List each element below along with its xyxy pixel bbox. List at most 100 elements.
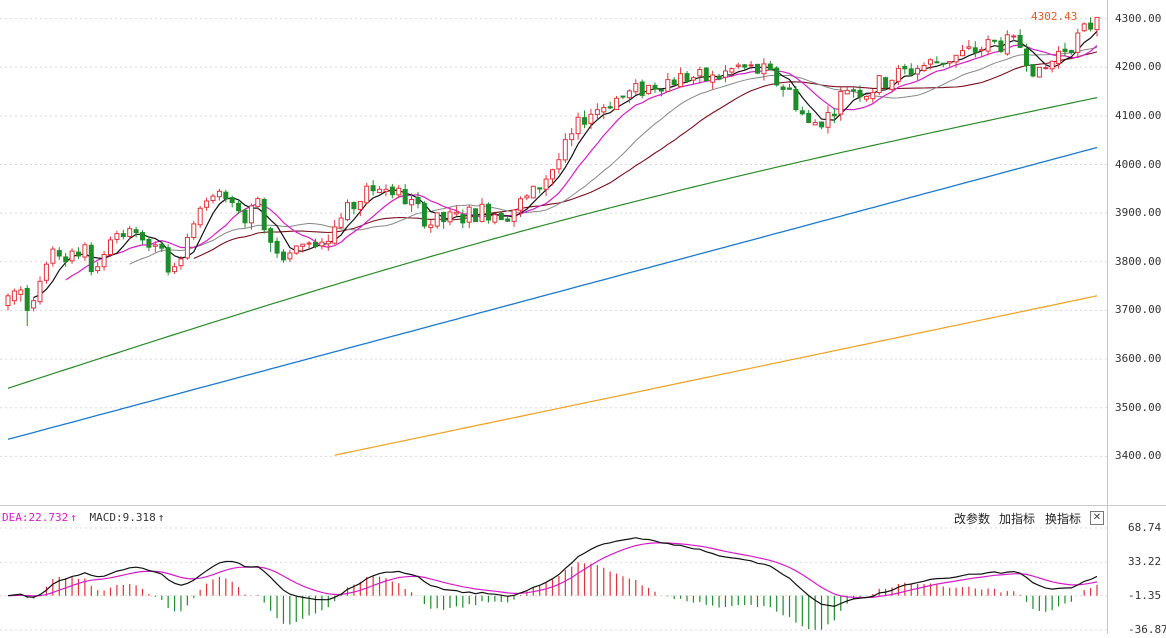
candle-down xyxy=(229,197,235,204)
candle-up xyxy=(1004,34,1010,55)
candle-up xyxy=(434,212,440,227)
candle-up xyxy=(518,198,523,211)
y-tick-label: 3500.00 xyxy=(1115,400,1162,414)
macd-y-tick-label: -1.35 xyxy=(1128,588,1162,602)
ma30-line xyxy=(193,51,1098,260)
candle-up xyxy=(825,112,831,128)
candle-down xyxy=(1030,64,1036,77)
candle-up xyxy=(184,237,190,259)
candle-down xyxy=(703,67,709,81)
candle-down xyxy=(716,75,722,80)
candle-down xyxy=(159,243,165,249)
candle-up xyxy=(633,83,639,93)
candle-up xyxy=(325,240,331,245)
candle-up xyxy=(947,61,953,64)
candle-down xyxy=(473,208,479,223)
candle-up xyxy=(594,109,600,115)
candle-up xyxy=(1081,23,1087,32)
candle-down xyxy=(441,211,447,223)
y-tick-label: 3700.00 xyxy=(1115,303,1162,317)
candle-up xyxy=(601,107,607,113)
candle-up xyxy=(863,96,869,100)
candle-down xyxy=(1017,34,1023,48)
candle-down xyxy=(774,67,780,86)
candle-up xyxy=(838,91,844,115)
candle-up xyxy=(377,188,383,194)
y-tick-label: 4000.00 xyxy=(1115,157,1162,171)
candle-up xyxy=(1075,32,1081,53)
candle-up xyxy=(1049,60,1055,70)
candle-up xyxy=(915,68,921,75)
candle-up xyxy=(319,241,325,247)
candle-up xyxy=(921,65,927,71)
candle-up xyxy=(37,280,43,303)
change-params-button[interactable]: 改参数 xyxy=(954,512,991,526)
candle-up xyxy=(895,67,901,82)
candle-up xyxy=(492,214,498,223)
candle-up xyxy=(114,233,120,240)
candle-down xyxy=(242,209,248,224)
candle-down xyxy=(486,203,491,221)
y-tick-label: 4300.00 xyxy=(1115,11,1162,25)
y-tick-label: 3900.00 xyxy=(1115,206,1162,220)
candle-down xyxy=(755,63,760,74)
macd-header: DEA:22.732 ↑ MACD:9.318 ↑ xyxy=(2,511,170,527)
candle-up xyxy=(5,295,11,306)
candle-down xyxy=(658,89,664,92)
candle-up xyxy=(690,77,696,81)
candle-down xyxy=(1068,50,1074,53)
candle-down xyxy=(1024,48,1029,66)
candle-up xyxy=(216,190,222,198)
candle-up xyxy=(300,243,306,247)
candle-down xyxy=(236,202,242,212)
switch-indicator-button[interactable]: 换指标 xyxy=(1045,512,1082,526)
candle-up xyxy=(588,113,594,124)
candle-down xyxy=(902,66,908,70)
candle-up xyxy=(543,178,549,190)
candle-up xyxy=(1011,35,1017,38)
candle-down xyxy=(281,251,286,261)
candle-up xyxy=(453,211,459,215)
candle-down xyxy=(56,250,62,257)
candle-down xyxy=(806,112,812,124)
candle-up xyxy=(735,64,741,67)
candle-up xyxy=(614,97,620,111)
close-icon[interactable]: ✕ xyxy=(1090,511,1104,525)
candle-up xyxy=(562,139,568,161)
candle-up xyxy=(953,54,959,63)
candle-up xyxy=(345,202,350,221)
candle-up xyxy=(889,79,895,90)
y-tick-label: 3400.00 xyxy=(1115,449,1162,463)
ma250-line xyxy=(334,295,1098,456)
candle-up xyxy=(960,50,965,57)
ma60-line xyxy=(7,97,1098,389)
candle-up xyxy=(575,116,581,135)
candle-up xyxy=(723,70,728,78)
candle-up xyxy=(108,239,113,255)
candle-down xyxy=(857,89,863,98)
candle-up xyxy=(338,217,344,228)
candle-up xyxy=(569,133,575,141)
candle-up xyxy=(1043,67,1049,70)
candle-down xyxy=(88,244,94,273)
candle-up xyxy=(812,122,818,126)
candle-down xyxy=(1062,48,1068,53)
dea-arrow-icon: ↑ xyxy=(70,511,77,524)
candle-up xyxy=(69,250,75,262)
ma10-line xyxy=(65,44,1098,281)
candle-down xyxy=(133,229,139,234)
macd-y-tick-label: -36.87 xyxy=(1128,623,1166,636)
candle-up xyxy=(697,69,703,77)
candle-up xyxy=(479,203,485,222)
candle-up xyxy=(82,244,88,258)
add-indicator-button[interactable]: 加指标 xyxy=(999,512,1036,526)
last-price-label: 4302.43 xyxy=(1031,10,1078,24)
candle-up xyxy=(876,75,882,93)
candle-up xyxy=(626,90,632,99)
candle-up xyxy=(556,159,562,170)
candle-up xyxy=(1094,16,1100,31)
candle-up xyxy=(306,242,312,245)
candle-up xyxy=(364,185,370,204)
candle-down xyxy=(421,202,427,227)
